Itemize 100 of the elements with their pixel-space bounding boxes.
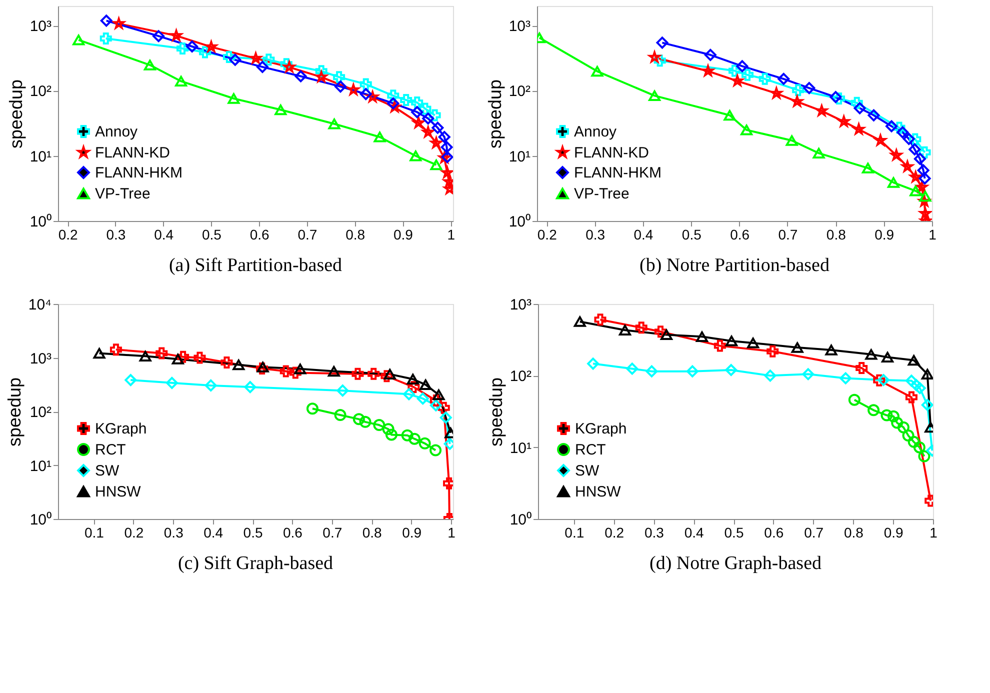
point bbox=[374, 132, 386, 142]
x-tick-label: 0.3 bbox=[644, 524, 664, 540]
x-tick-label: 0.7 bbox=[778, 226, 798, 242]
point bbox=[440, 141, 453, 154]
point bbox=[360, 78, 372, 90]
x-tick-label: 0.2 bbox=[604, 524, 624, 540]
point bbox=[909, 133, 922, 146]
x-tick-label: 0.8 bbox=[844, 524, 864, 540]
point bbox=[430, 444, 442, 456]
x-tick-label: 0.9 bbox=[874, 226, 894, 242]
point bbox=[893, 122, 906, 134]
x-tick-label: 0.4 bbox=[684, 524, 704, 540]
point bbox=[408, 432, 420, 445]
y-tick-label: 10⁴ bbox=[28, 296, 52, 314]
point bbox=[220, 356, 233, 369]
point bbox=[384, 368, 396, 380]
y-tick-label: 10⁰ bbox=[510, 512, 532, 528]
point bbox=[921, 398, 933, 411]
point bbox=[419, 102, 432, 115]
point bbox=[919, 190, 932, 202]
legend-label: KGraph bbox=[95, 420, 147, 438]
legend-label: RCT bbox=[575, 442, 606, 458]
point bbox=[686, 365, 698, 378]
legend-label: Annoy bbox=[95, 124, 138, 140]
point bbox=[786, 135, 798, 146]
point bbox=[654, 326, 666, 338]
point bbox=[758, 72, 771, 85]
point bbox=[194, 352, 206, 364]
point bbox=[152, 30, 165, 42]
point bbox=[848, 394, 860, 406]
point bbox=[72, 34, 85, 46]
point bbox=[176, 42, 188, 55]
point bbox=[646, 365, 658, 378]
point bbox=[166, 376, 178, 389]
legend-label: HNSW bbox=[575, 484, 622, 500]
point bbox=[422, 112, 434, 124]
point bbox=[886, 120, 898, 132]
point bbox=[913, 441, 926, 454]
point bbox=[256, 60, 268, 73]
point bbox=[704, 48, 716, 61]
point bbox=[411, 96, 424, 108]
y-tick-label: 10⁰ bbox=[30, 512, 52, 528]
x-tick-label: 0.6 bbox=[282, 524, 303, 540]
x-tick-label: 0.8 bbox=[346, 226, 366, 242]
point bbox=[833, 92, 846, 104]
y-tick-label: 10² bbox=[30, 404, 52, 421]
legend-label: SW bbox=[575, 462, 600, 480]
point bbox=[400, 94, 412, 106]
point bbox=[406, 374, 419, 384]
point bbox=[328, 366, 340, 377]
x-tick-label: 0.9 bbox=[393, 226, 414, 242]
x-tick-label: 0.8 bbox=[362, 524, 382, 540]
point bbox=[905, 391, 918, 404]
point bbox=[918, 146, 931, 158]
point bbox=[222, 50, 235, 63]
y-tick-label: 10¹ bbox=[30, 458, 52, 475]
point bbox=[352, 368, 364, 380]
point bbox=[336, 384, 349, 397]
x-tick-label: 0.3 bbox=[164, 524, 184, 540]
legend-label: VP-Tree bbox=[95, 186, 150, 202]
x-tick-label: 0.3 bbox=[586, 226, 606, 242]
y-tick-label: 10³ bbox=[510, 296, 532, 314]
text: (a) Sift Partition-based bbox=[168, 255, 343, 276]
point bbox=[891, 416, 904, 429]
y-axis-title: speedup bbox=[484, 79, 505, 149]
text: (d) Notre Graph-based bbox=[650, 553, 822, 574]
point bbox=[803, 82, 816, 94]
y-axis-title: speedup bbox=[486, 377, 506, 447]
point bbox=[430, 394, 442, 407]
point bbox=[360, 88, 372, 100]
point bbox=[430, 159, 442, 170]
point bbox=[574, 316, 586, 327]
point bbox=[626, 362, 638, 375]
legend-label: FLANN-KD bbox=[574, 144, 650, 162]
point bbox=[830, 91, 842, 104]
point bbox=[740, 124, 753, 136]
point bbox=[714, 340, 726, 352]
point bbox=[334, 409, 346, 422]
point bbox=[280, 58, 292, 70]
point bbox=[896, 126, 909, 138]
y-tick-label: 10³ bbox=[30, 18, 52, 36]
point bbox=[402, 388, 415, 400]
legend-label: SW bbox=[95, 462, 120, 480]
point bbox=[854, 102, 866, 114]
point bbox=[359, 416, 372, 428]
point bbox=[228, 93, 240, 104]
point bbox=[878, 374, 890, 386]
point bbox=[648, 90, 661, 101]
point bbox=[420, 379, 432, 390]
x-tick-label: 0.9 bbox=[402, 524, 422, 540]
x-tick-label: 0.4 bbox=[634, 226, 654, 242]
point bbox=[387, 90, 400, 102]
point bbox=[902, 430, 914, 442]
y-tick-label: 10¹ bbox=[30, 148, 52, 166]
point bbox=[696, 331, 708, 342]
x-tick-label: 0.6 bbox=[764, 524, 784, 540]
point bbox=[401, 429, 414, 442]
point bbox=[256, 362, 269, 372]
point bbox=[229, 54, 242, 66]
x-tick-label: 1 bbox=[928, 226, 937, 242]
